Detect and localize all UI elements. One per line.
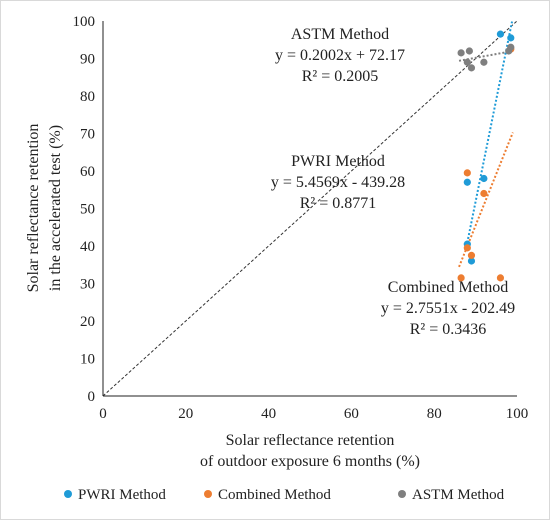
trendline-annotation-line: ASTM Method [291, 26, 389, 43]
data-point [463, 244, 471, 252]
trendline-annotation-line: y = 2.7551x - 202.49 [381, 300, 515, 317]
trendline-annotation-line: PWRI Method [291, 153, 385, 170]
data-point [463, 169, 471, 177]
axes [102, 21, 517, 397]
data-point [507, 34, 515, 42]
trendline-pwri-method [464, 21, 514, 251]
y-tick-label: 100 [73, 14, 96, 30]
data-point [463, 58, 471, 66]
legend-marker [398, 490, 406, 498]
y-tick-label: 30 [80, 277, 95, 293]
x-tick-label: 80 [427, 406, 442, 422]
y-tick-label: 40 [80, 239, 95, 255]
x-axis-title-line-2: of outdoor exposure 6 months (%) [200, 453, 420, 470]
y-tick-label: 50 [80, 202, 95, 218]
trendline-annotation-line: R² = 0.2005 [302, 68, 379, 85]
x-tick-label: 40 [261, 406, 276, 422]
data-point [507, 43, 515, 51]
trendline-annotation-line: y = 0.2002x + 72.17 [275, 47, 405, 64]
x-tick-label: 20 [178, 406, 193, 422]
data-point [496, 30, 505, 38]
data-point [496, 274, 505, 282]
x-tick-label: 60 [344, 406, 359, 422]
data-point [465, 47, 473, 55]
x-axis-title-line-1: Solar reflectance retention [226, 432, 395, 449]
x-tick-label: 0 [99, 406, 107, 422]
trendline-annotation-line: Combined Method [388, 279, 508, 296]
tick-labels: 0 10 20 30 40 50 60 70 80 90 100 0 20 40 60 80 100 [73, 14, 529, 422]
trendline-annotation-line: R² = 0.8771 [300, 195, 377, 212]
reference-line-layer [102, 20, 518, 397]
y-tick-label: 0 [88, 389, 96, 405]
data-point [457, 49, 465, 57]
legend-label: PWRI Method [78, 487, 166, 503]
trendline-annotations: PWRI Method y = 5.4569x - 439.28 R² = 0.87… [271, 26, 515, 338]
y-tick-label: 60 [80, 164, 95, 180]
data-points [457, 30, 515, 282]
data-point [467, 257, 476, 265]
x-tick-label: 100 [506, 406, 529, 422]
y-tick-label: 10 [80, 352, 95, 368]
data-point [480, 58, 488, 66]
y-tick-label: 80 [80, 89, 95, 105]
trendline-layer [458, 21, 514, 268]
legend-label: Combined Method [218, 487, 331, 503]
data-point [480, 189, 488, 198]
reference-line [102, 20, 518, 397]
data-point [480, 174, 488, 183]
data-point [457, 274, 465, 282]
data-point [467, 64, 476, 72]
data-point [463, 178, 471, 186]
y-axis-title-line-2: in the accelerated test (%) [47, 125, 64, 291]
legend: PWRI Method Combined Method ASTM Method [64, 487, 505, 503]
y-axis-title-line-1: Solar reflectance retention [25, 124, 42, 293]
legend-label: ASTM Method [412, 487, 505, 503]
data-point [467, 251, 476, 259]
legend-marker [204, 490, 212, 498]
y-tick-label: 20 [80, 314, 95, 330]
y-tick-label: 70 [80, 127, 95, 143]
y-tick-label: 90 [80, 52, 95, 68]
trendline-annotation-line: y = 5.4569x - 439.28 [271, 174, 405, 191]
trendline-annotation-line: R² = 0.3436 [410, 321, 487, 338]
legend-marker [64, 490, 72, 498]
